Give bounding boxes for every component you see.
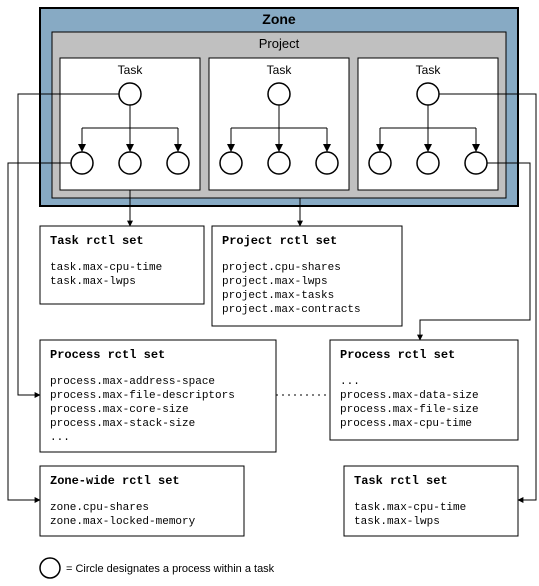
box-item: ...	[50, 432, 70, 444]
box-item: process.max-address-space	[50, 376, 215, 388]
process-circle	[465, 152, 487, 174]
task-label: Task	[416, 63, 442, 77]
process-circle	[167, 152, 189, 174]
box-item: project.max-tasks	[222, 290, 334, 302]
task-box-1: Task	[60, 58, 200, 190]
task-parent-circle	[268, 83, 290, 105]
box-title: Zone-wide rctl set	[50, 474, 180, 488]
process-circle	[71, 152, 93, 174]
box-item: process.max-file-descriptors	[50, 390, 235, 402]
box-item: zone.cpu-shares	[50, 502, 149, 514]
zone-wide-box: Zone-wide rctl set zone.cpu-shares zone.…	[40, 466, 244, 536]
task-label: Task	[118, 63, 144, 77]
box-item: project.max-contracts	[222, 304, 361, 316]
legend: = Circle designates a process within a t…	[40, 558, 275, 578]
task-rctl-right-box: Task rctl set task.max-cpu-time task.max…	[344, 466, 518, 536]
box-item: process.max-file-size	[340, 404, 479, 416]
process-circle	[369, 152, 391, 174]
box-item: project.max-lwps	[222, 276, 328, 288]
process-circle	[220, 152, 242, 174]
task-box-2: Task	[209, 58, 349, 190]
box-item: project.cpu-shares	[222, 262, 341, 274]
task-rctl-left-box: Task rctl set task.max-cpu-time task.max…	[40, 226, 204, 304]
box-title: Process rctl set	[50, 348, 165, 362]
project-title: Project	[259, 36, 300, 51]
box-item: zone.max-locked-memory	[50, 516, 196, 528]
process-rctl-right-box: Process rctl set ... process.max-data-si…	[330, 340, 518, 440]
box-item: task.max-lwps	[50, 276, 136, 288]
box-item: task.max-cpu-time	[354, 502, 466, 514]
box-title: Task rctl set	[50, 234, 144, 248]
task-parent-circle	[119, 83, 141, 105]
task-label: Task	[267, 63, 293, 77]
process-circle	[417, 152, 439, 174]
box-title: Process rctl set	[340, 348, 455, 362]
box-item: process.max-core-size	[50, 404, 189, 416]
process-circle	[268, 152, 290, 174]
process-rctl-left-box: Process rctl set process.max-address-spa…	[40, 340, 276, 452]
task-parent-circle	[417, 83, 439, 105]
task-box-3: Task	[358, 58, 498, 190]
box-item: process.max-data-size	[340, 390, 479, 402]
process-circle	[316, 152, 338, 174]
box-title: Task rctl set	[354, 474, 448, 488]
legend-circle-icon	[40, 558, 60, 578]
box-item: task.max-cpu-time	[50, 262, 162, 274]
process-circle	[119, 152, 141, 174]
project-rctl-box: Project rctl set project.cpu-shares proj…	[212, 226, 402, 326]
zone-title: Zone	[262, 11, 296, 27]
legend-text: = Circle designates a process within a t…	[66, 563, 275, 575]
box-title: Project rctl set	[222, 234, 337, 248]
box-item: process.max-stack-size	[50, 418, 195, 430]
box-item: process.max-cpu-time	[340, 418, 472, 430]
box-item: ...	[340, 376, 360, 388]
box-item: task.max-lwps	[354, 516, 440, 528]
